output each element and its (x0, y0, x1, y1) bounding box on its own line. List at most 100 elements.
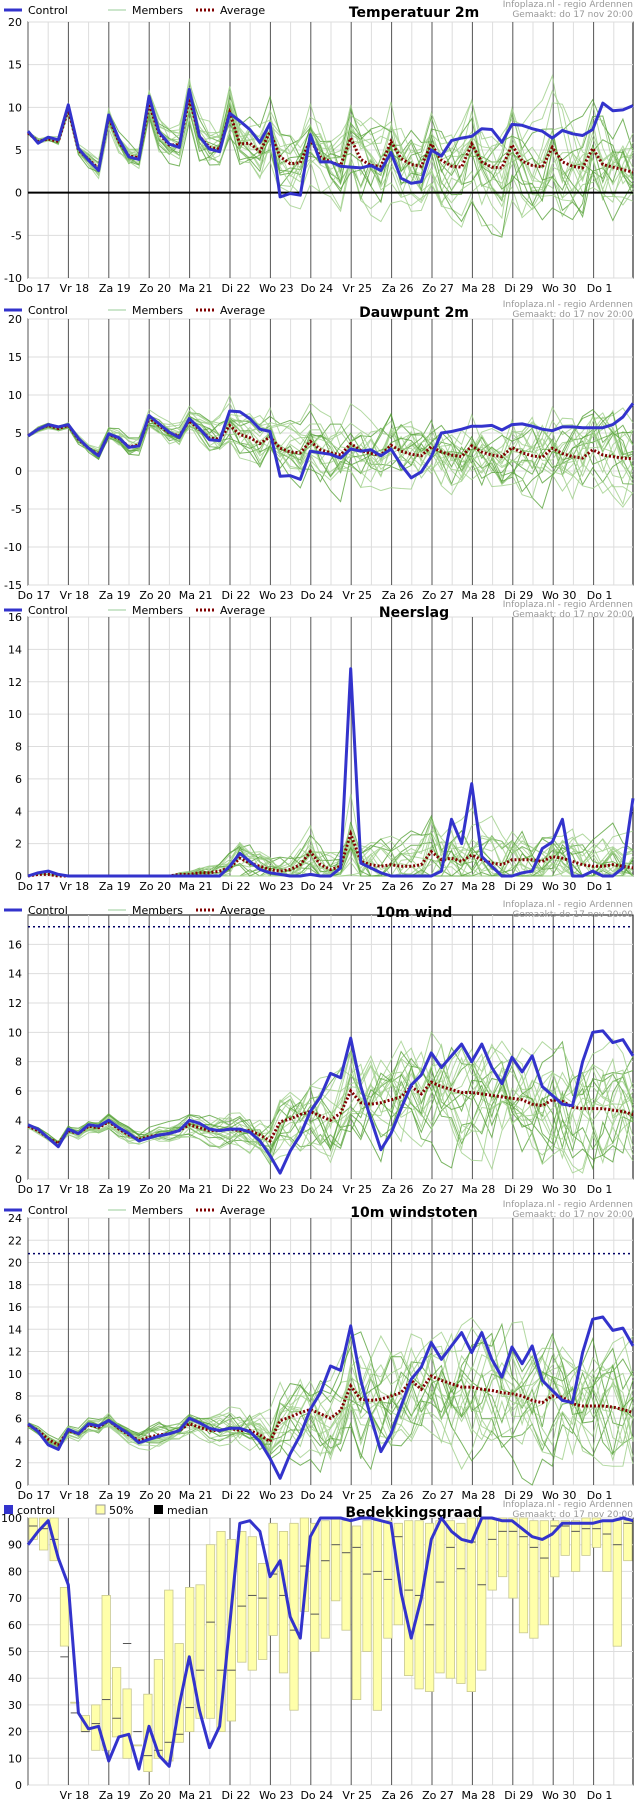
x-tick-label: Zo 27 (422, 1183, 454, 1196)
x-tick-label: Wo 30 (542, 1183, 576, 1196)
bar-50pct (539, 1520, 549, 1626)
bar-50pct (362, 1520, 372, 1652)
bar-50pct (581, 1517, 591, 1556)
x-tick-label: Ma 28 (462, 282, 496, 295)
chart-dew: -15 -10 -5 0 5 10 15 20 Do 17 Vr 18 Za 19 Zo 20 Ma 2… (4, 300, 635, 602)
member-line (27, 1346, 634, 1452)
bar-50pct (518, 1517, 529, 1634)
y-tick-label: 6 (15, 1412, 22, 1425)
chart-title: Temperatuur 2m (349, 5, 479, 21)
x-tick-label: Ma 28 (462, 1489, 496, 1500)
legend-control: Control (28, 1204, 68, 1217)
y-tick-label: 0 (15, 870, 22, 883)
x-tick-label: Wo 30 (542, 282, 576, 295)
credit-text: Infoplaza.nl - regio Ardennen (503, 300, 633, 310)
bar-50pct (341, 1520, 351, 1631)
y-tick-label: 30 (8, 1699, 22, 1712)
legend: control 50% median (4, 1504, 208, 1517)
control-line (27, 1315, 635, 1480)
panel-dew: -15 -10 -5 0 5 10 15 20 Do 17 Vr 18 Za 19 Zo 20 Ma 2… (0, 300, 635, 602)
x-tick-label: Di 29 (504, 1489, 533, 1500)
member-line (27, 413, 634, 485)
x-tick-label: Zo 20 (139, 1789, 171, 1800)
member-line (27, 409, 634, 493)
member-line (27, 1050, 634, 1160)
y-tick-label: 12 (8, 676, 22, 689)
y-tick-label: 2 (15, 838, 22, 851)
y-tick-label: 12 (8, 997, 22, 1010)
y-tick-label: -5 (11, 503, 22, 516)
y-tick-label: 6 (15, 773, 22, 786)
made-text: Gemaakt: do 17 nov 20:00 (512, 310, 633, 320)
x-tick-label: Do 24 (300, 1789, 333, 1800)
x-tick-label: Ma 21 (179, 589, 213, 600)
bar-50pct (122, 1688, 132, 1759)
x-tick-label: Zo 27 (422, 282, 454, 295)
credit-text: Infoplaza.nl - regio Ardennen (503, 0, 633, 10)
x-tick-label: Do 1 (587, 880, 613, 893)
x-tick-label: Wo 23 (259, 282, 293, 295)
x-tick-label: Zo 27 (422, 1789, 454, 1800)
y-tick-label: 0 (15, 1779, 22, 1792)
made-text: Gemaakt: do 17 nov 20:00 (512, 610, 633, 620)
member-line (27, 1332, 634, 1456)
bar-50pct (237, 1530, 247, 1663)
legend: Control Members Average (4, 904, 265, 917)
x-tick-label: Za 19 (99, 589, 131, 600)
x-tick-label: Vr 18 (60, 1183, 90, 1196)
x-tick-label: Do 17 (18, 589, 51, 600)
x-tick-label: Di 22 (221, 880, 250, 893)
y-tick-label: -5 (11, 229, 22, 242)
y-tick-label: -15 (4, 579, 22, 592)
x-tick-label: Za 19 (99, 1489, 131, 1500)
y-tick-label: 50 (8, 1646, 22, 1659)
x-tick-label: Di 29 (504, 1183, 533, 1196)
panel-gust: 0 2 4 6 8 10 12 14 16 18 20 22 24 Do 17 Vr 18 Za 19 Zo 2… (0, 1200, 635, 1502)
x-tick-label: Do 1 (587, 589, 613, 600)
legend-50pct-swatch (95, 1504, 106, 1515)
x-tick-label: Zo 20 (139, 880, 171, 893)
legend-average: Average (220, 304, 265, 317)
x-tick-label: Do 24 (300, 589, 333, 600)
legend-control: Control (28, 304, 68, 317)
x-tick-label: Vr 25 (342, 1183, 372, 1196)
panel-rain: 0 2 4 6 8 10 12 14 16 Do 17 Vr 18 Za 19 Zo 20 Ma 21 Di… (0, 600, 635, 900)
x-tick-label: Vr 25 (342, 282, 372, 295)
x-tick-label: Za 26 (382, 589, 414, 600)
x-tick-label: Za 26 (382, 282, 414, 295)
legend: Control Members Average (4, 304, 265, 317)
x-tick-label: Vr 18 (60, 1489, 90, 1500)
y-tick-label: 0 (15, 1479, 22, 1492)
x-tick-label: Za 26 (382, 1183, 414, 1196)
x-tick-label: Di 22 (221, 1183, 250, 1196)
x-tick-label: Za 19 (99, 282, 131, 295)
bar-50pct (59, 1587, 70, 1647)
member-line (27, 1063, 634, 1164)
x-tick-label: Vr 18 (60, 1789, 90, 1800)
legend-median: median (167, 1504, 208, 1517)
bar-50pct (247, 1536, 257, 1671)
x-tick-label: Di 22 (221, 1489, 250, 1500)
y-tick-label: 14 (8, 968, 22, 981)
bar-50pct (456, 1522, 466, 1684)
bar-50pct (205, 1544, 216, 1719)
member-line (27, 1334, 634, 1453)
y-tick-label: 22 (8, 1234, 22, 1247)
control-line (27, 667, 635, 878)
y-tick-label: 14 (8, 1323, 22, 1336)
member-line (27, 1065, 634, 1149)
member-line (27, 413, 634, 476)
bar-50pct (174, 1643, 184, 1743)
chart-title: Bedekkingsgraad (345, 1505, 482, 1521)
control-line (27, 402, 635, 481)
bar-50pct (602, 1520, 612, 1572)
bar-50pct (571, 1520, 581, 1572)
bar-50pct (466, 1517, 476, 1693)
member-line (27, 1040, 634, 1147)
x-tick-label: Di 29 (504, 589, 533, 600)
panel-wind: 0 2 4 6 8 10 12 14 16 Do 17 Vr 18 Za 19 Zo 20 Ma 21 Di… (0, 900, 635, 1200)
x-tick-label: Vr 25 (342, 1489, 372, 1500)
bar-50pct (591, 1517, 602, 1548)
y-tick-label: 10 (8, 1752, 22, 1765)
ensemble-members (27, 74, 634, 238)
